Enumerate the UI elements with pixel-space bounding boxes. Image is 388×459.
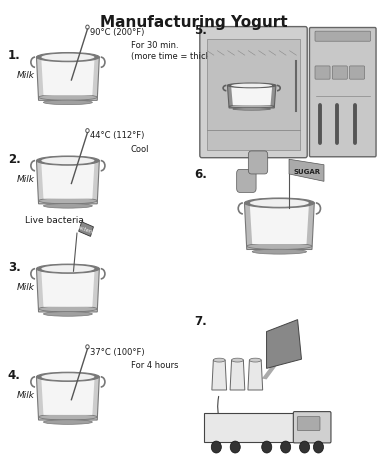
Ellipse shape [249,358,261,362]
Ellipse shape [38,95,97,101]
Text: 5.: 5. [194,24,207,37]
Circle shape [314,441,324,453]
FancyBboxPatch shape [350,67,365,80]
Text: Milk: Milk [16,282,35,291]
Polygon shape [230,360,245,390]
Polygon shape [42,164,94,199]
Polygon shape [42,61,94,96]
Ellipse shape [36,264,99,274]
Circle shape [300,441,310,453]
Ellipse shape [43,420,92,425]
Text: 7.: 7. [194,314,207,327]
Ellipse shape [247,243,312,250]
Text: Live bacteria: Live bacteria [25,216,84,224]
Ellipse shape [232,358,243,362]
Polygon shape [248,360,263,390]
Ellipse shape [231,84,272,88]
Polygon shape [36,269,99,312]
Polygon shape [289,160,324,182]
FancyBboxPatch shape [310,28,376,157]
FancyBboxPatch shape [237,170,256,193]
Ellipse shape [36,53,99,62]
Polygon shape [250,206,309,245]
Ellipse shape [36,157,99,166]
Polygon shape [42,380,94,415]
Text: Milk: Milk [16,71,35,80]
FancyBboxPatch shape [200,28,307,158]
Circle shape [262,441,272,453]
Ellipse shape [36,372,99,381]
FancyBboxPatch shape [293,412,331,443]
Polygon shape [262,364,277,380]
Ellipse shape [250,200,309,207]
Text: 90°C (200°F): 90°C (200°F) [90,28,145,37]
Text: 3.: 3. [8,260,21,273]
Polygon shape [42,272,94,307]
Text: 6.: 6. [194,168,207,180]
Ellipse shape [38,198,97,204]
Text: 44°C (112°F): 44°C (112°F) [90,131,145,140]
Polygon shape [212,360,227,390]
FancyBboxPatch shape [207,40,300,151]
FancyBboxPatch shape [315,32,371,42]
Circle shape [230,441,240,453]
Ellipse shape [38,306,97,312]
Ellipse shape [42,158,94,165]
Ellipse shape [213,358,225,362]
Ellipse shape [42,55,94,62]
Ellipse shape [42,266,94,273]
Polygon shape [79,222,94,237]
Ellipse shape [38,414,97,420]
FancyBboxPatch shape [332,67,347,80]
FancyBboxPatch shape [248,151,268,174]
Ellipse shape [43,101,92,106]
Ellipse shape [43,312,92,317]
Ellipse shape [244,199,314,208]
Polygon shape [231,88,272,106]
Text: SUGAR: SUGAR [293,169,320,175]
Text: Manufacturing Yogurt: Manufacturing Yogurt [100,15,288,30]
Text: bacteria: bacteria [75,224,96,235]
Ellipse shape [229,106,274,109]
Text: For 30 min.
(more time = thicker yogurt): For 30 min. (more time = thicker yogurt) [131,41,253,61]
Polygon shape [244,203,314,250]
FancyBboxPatch shape [297,417,320,431]
Polygon shape [36,161,99,204]
Text: Milk: Milk [16,390,35,399]
Ellipse shape [42,374,94,381]
Text: For 4 hours: For 4 hours [131,360,178,369]
Polygon shape [267,320,301,369]
Circle shape [211,441,221,453]
FancyBboxPatch shape [204,413,294,442]
Polygon shape [227,86,276,109]
Text: Milk: Milk [16,174,35,184]
Ellipse shape [227,84,276,89]
Circle shape [281,441,291,453]
Ellipse shape [43,204,92,209]
Ellipse shape [252,250,307,255]
Ellipse shape [233,109,270,111]
Text: 1.: 1. [8,49,21,62]
Polygon shape [36,58,99,101]
Polygon shape [36,377,99,420]
Text: 2.: 2. [8,152,21,165]
Text: 37°C (100°F): 37°C (100°F) [90,347,145,356]
FancyBboxPatch shape [315,67,330,80]
Text: 4.: 4. [8,368,21,381]
Text: Cool: Cool [131,144,149,153]
